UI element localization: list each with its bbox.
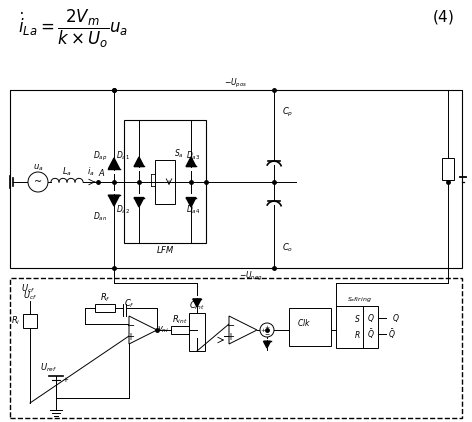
Text: $D_{a4}$: $D_{a4}$ xyxy=(186,204,200,216)
Polygon shape xyxy=(129,316,157,344)
Polygon shape xyxy=(263,341,270,348)
Text: $A$: $A$ xyxy=(98,167,106,178)
Text: $C_p$: $C_p$ xyxy=(282,106,294,119)
Polygon shape xyxy=(134,197,144,207)
Text: $R$: $R$ xyxy=(354,328,360,340)
Polygon shape xyxy=(186,197,196,207)
Text: $u_a$: $u_a$ xyxy=(33,163,43,173)
Text: $D_{a3}$: $D_{a3}$ xyxy=(186,150,200,162)
Text: $C_{int}$: $C_{int}$ xyxy=(189,300,205,312)
Bar xyxy=(189,313,205,351)
Text: $U_{cf}$: $U_{cf}$ xyxy=(21,283,35,295)
Polygon shape xyxy=(109,158,119,169)
Bar xyxy=(95,304,115,312)
Text: $D_{an}$: $D_{an}$ xyxy=(93,211,107,223)
Bar xyxy=(171,326,189,334)
Text: $-U_{pos}$: $-U_{pos}$ xyxy=(224,76,248,89)
Bar xyxy=(336,306,378,348)
Polygon shape xyxy=(229,316,257,344)
Text: $-U_{neg}$: $-U_{neg}$ xyxy=(239,270,263,283)
Text: $C_f$: $C_f$ xyxy=(124,298,135,310)
Text: $R_{int}$: $R_{int}$ xyxy=(172,314,188,326)
Text: $v_{ni}$: $v_{ni}$ xyxy=(157,325,169,335)
Text: $R_f$: $R_f$ xyxy=(100,292,110,304)
Text: $\bar{Q}$: $\bar{Q}$ xyxy=(367,327,375,341)
Text: $D_{a1}$: $D_{a1}$ xyxy=(116,150,130,162)
Circle shape xyxy=(260,323,274,337)
Text: $\bar{Q}$: $\bar{Q}$ xyxy=(388,327,396,341)
Text: $LFM$: $LFM$ xyxy=(156,243,174,254)
Polygon shape xyxy=(193,299,201,307)
Text: $+$: $+$ xyxy=(62,374,69,384)
Text: $-$: $-$ xyxy=(227,319,236,329)
Text: $Q$: $Q$ xyxy=(392,312,400,324)
Text: ~: ~ xyxy=(34,177,42,187)
Text: $S_a firing$: $S_a firing$ xyxy=(346,295,371,303)
Bar xyxy=(10,278,462,418)
Bar xyxy=(23,314,37,328)
Text: $U_{ref}$: $U_{ref}$ xyxy=(40,362,57,374)
Text: $+$: $+$ xyxy=(260,326,266,334)
Polygon shape xyxy=(134,157,144,166)
Bar xyxy=(10,90,462,268)
Text: $L_a$: $L_a$ xyxy=(62,166,72,178)
Text: $-$: $-$ xyxy=(264,332,270,336)
Polygon shape xyxy=(109,195,119,206)
Text: $+$: $+$ xyxy=(126,330,135,341)
Polygon shape xyxy=(186,157,196,166)
Text: $R_i$: $R_i$ xyxy=(11,315,21,327)
Text: $C_o$: $C_o$ xyxy=(282,242,294,254)
Text: $+$: $+$ xyxy=(227,330,236,341)
Bar xyxy=(155,160,175,204)
Text: $Q$: $Q$ xyxy=(367,312,375,324)
Text: $Clk$: $Clk$ xyxy=(297,316,311,327)
Circle shape xyxy=(28,172,48,192)
Text: $S_a$: $S_a$ xyxy=(174,148,184,160)
Text: $D_{ap}$: $D_{ap}$ xyxy=(93,149,107,162)
Text: $D_{a2}$: $D_{a2}$ xyxy=(116,204,130,216)
Text: $S$: $S$ xyxy=(354,313,360,324)
Text: $+$: $+$ xyxy=(264,323,270,331)
Bar xyxy=(289,308,331,346)
Text: $U_{cf}$: $U_{cf}$ xyxy=(23,290,37,302)
Bar xyxy=(442,158,454,180)
Text: $i_a$: $i_a$ xyxy=(87,166,95,178)
Text: $\dot{i}_{La}=\dfrac{2V_m}{k\times U_o}u_a$: $\dot{i}_{La}=\dfrac{2V_m}{k\times U_o}u… xyxy=(18,8,128,50)
Bar xyxy=(124,120,206,243)
Text: $-$: $-$ xyxy=(126,319,135,329)
Text: $(4)$: $(4)$ xyxy=(432,8,454,26)
